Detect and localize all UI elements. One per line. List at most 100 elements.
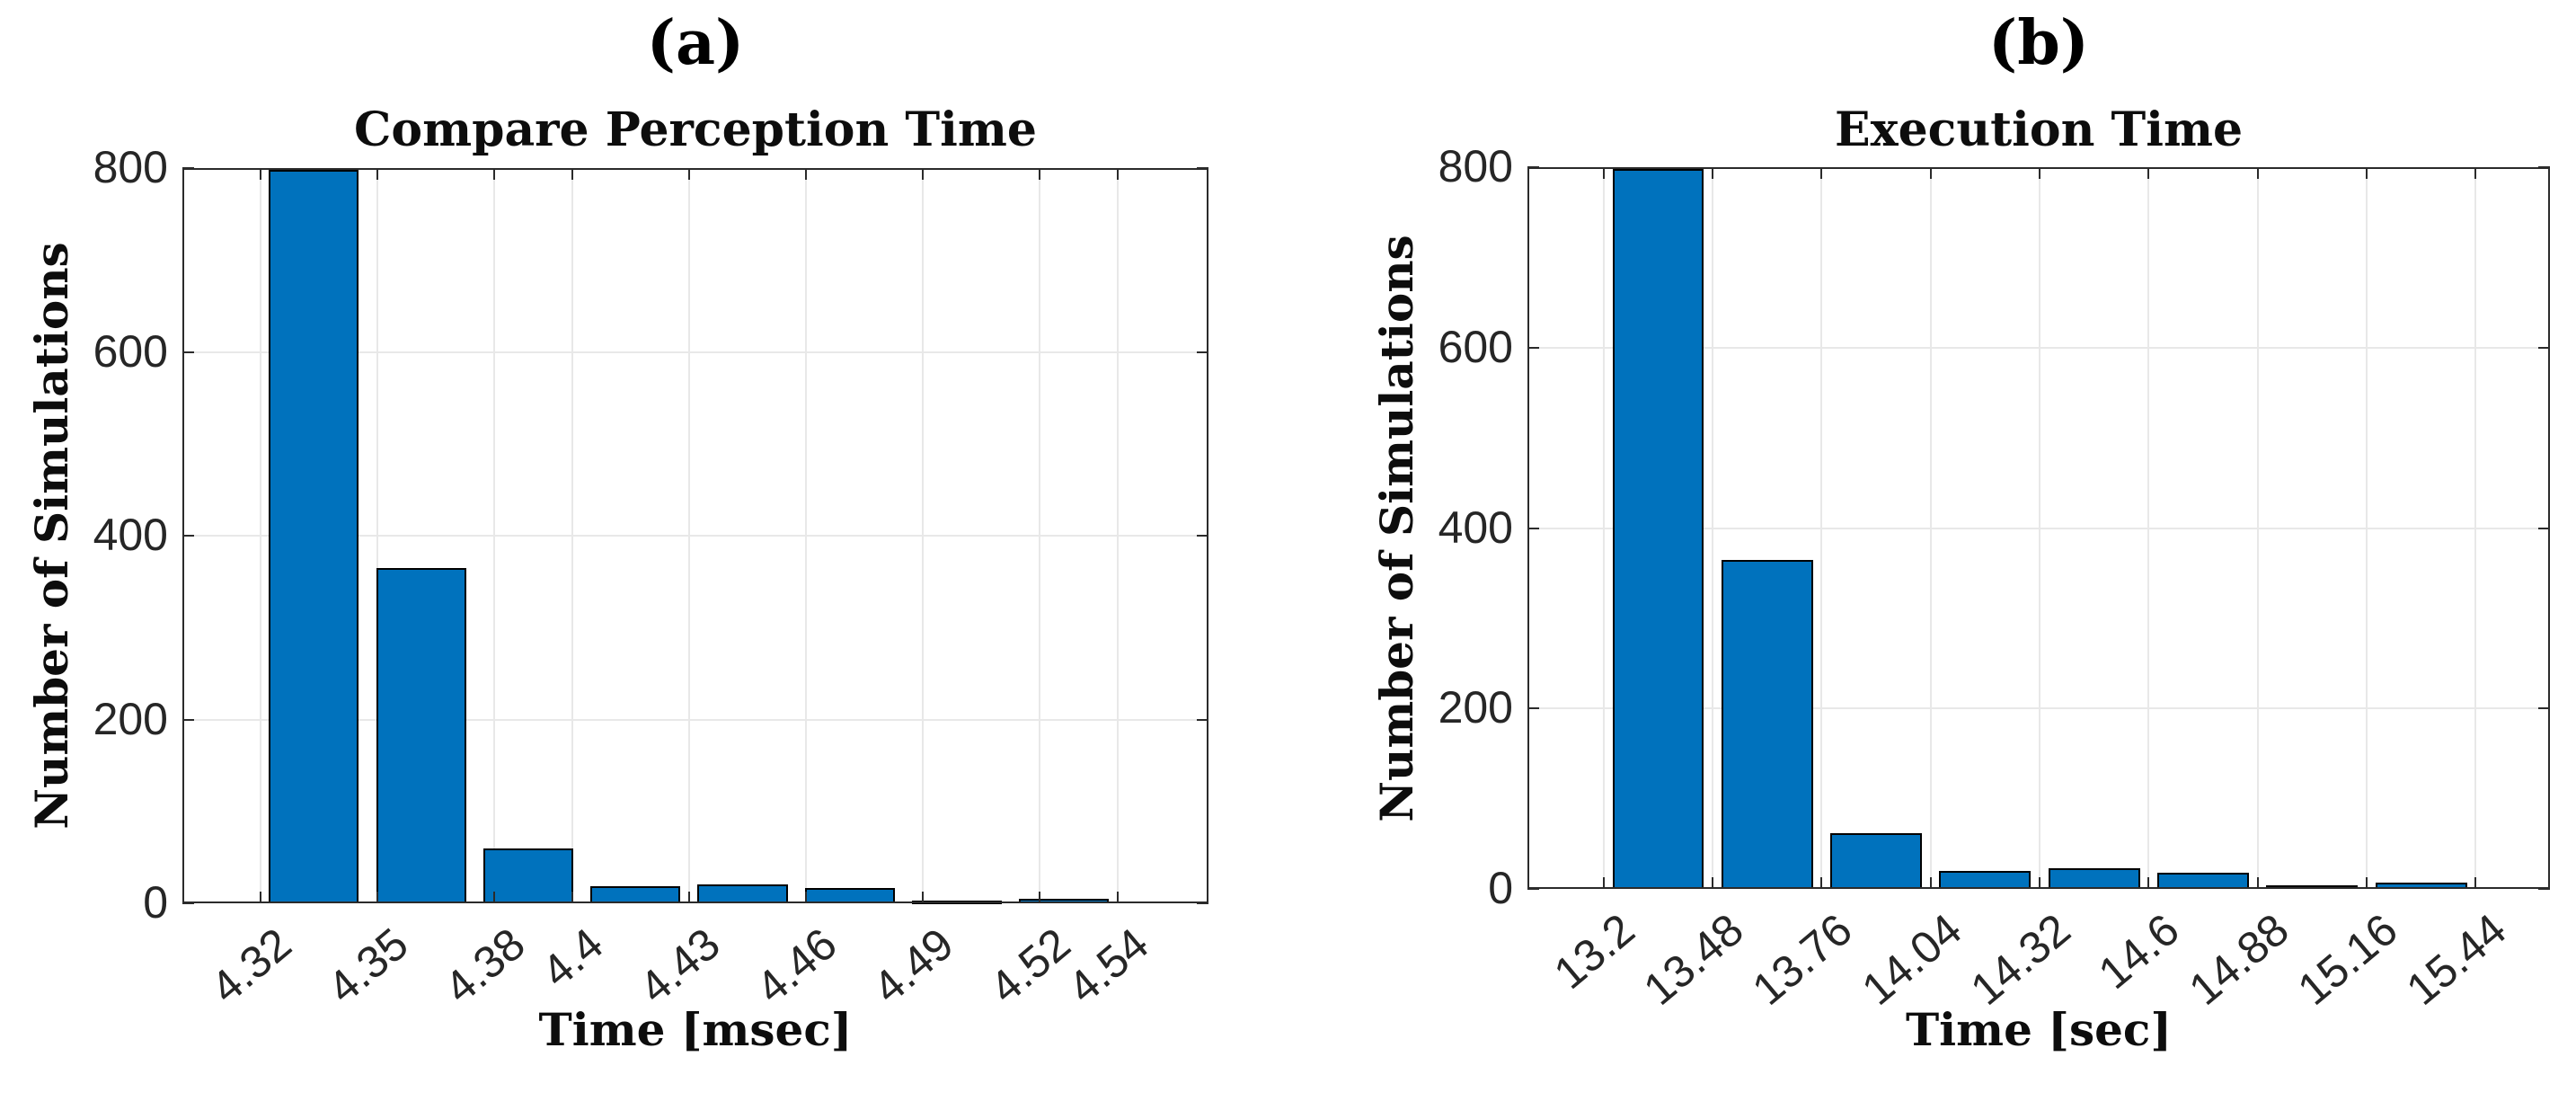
- x-gridline: [2365, 167, 2368, 889]
- x-tick-top: [492, 168, 495, 180]
- x-gridline: [1602, 167, 1605, 889]
- y-tick-label: 800: [93, 142, 168, 192]
- plot-area-b: 13.2 13.48 13.76 14.04 14.32 14.6 14.88 15.16 15…: [1288, 0, 2576, 1095]
- y-tick-right: [2538, 346, 2550, 349]
- x-tick: [2365, 877, 2368, 889]
- x-tick-top: [1820, 167, 1823, 179]
- y-tick: [1527, 707, 1539, 710]
- y-tick-label: 200: [1438, 682, 1513, 733]
- x-gridline: [2256, 167, 2259, 889]
- x-tick-top: [1039, 168, 1041, 180]
- axes-box: [182, 168, 1208, 903]
- histogram-bar: [1830, 832, 1923, 889]
- y-tick: [182, 718, 194, 721]
- x-tick-top: [2256, 167, 2259, 179]
- x-gridline: [687, 168, 690, 903]
- x-gridline: [2474, 167, 2477, 889]
- x-gridline: [1820, 167, 1823, 889]
- panel-label-b: (b): [1988, 7, 2089, 79]
- y-tick-right: [2538, 166, 2550, 168]
- x-gridline: [922, 168, 925, 903]
- x-tick-top: [2474, 167, 2477, 179]
- x-tick-top: [2147, 167, 2150, 179]
- y-tick-right: [1197, 167, 1208, 169]
- y-tick: [182, 902, 194, 904]
- x-tick-top: [2039, 167, 2041, 179]
- x-tick: [804, 892, 807, 903]
- x-tick: [571, 892, 573, 903]
- x-tick-top: [376, 168, 378, 180]
- y-tick-right: [1197, 535, 1208, 537]
- x-tick: [1602, 877, 1605, 889]
- y-tick-label: 600: [1438, 321, 1513, 372]
- x-tick: [2474, 877, 2477, 889]
- x-gridline: [2039, 167, 2041, 889]
- x-tick: [1712, 877, 1714, 889]
- x-gridline: [804, 168, 807, 903]
- y-tick-label: 0: [1488, 863, 1513, 913]
- y-tick-right: [1197, 718, 1208, 721]
- y-gridline: [182, 351, 1208, 353]
- y-tick-label: 600: [93, 325, 168, 377]
- y-tick-right: [2538, 888, 2550, 890]
- y-tick: [1527, 346, 1539, 349]
- x-gridline: [259, 168, 261, 903]
- chart-title-a: Compare Perception Time: [354, 102, 1037, 157]
- panel-a: (a) Compare Perception Time Number of Si…: [0, 0, 1288, 1095]
- x-tick-top: [1602, 167, 1605, 179]
- y-gridline: [1527, 346, 2550, 349]
- x-tick: [1039, 892, 1041, 903]
- x-gridline: [376, 168, 378, 903]
- y-gridline: [1527, 707, 2550, 710]
- y-tick-right: [2538, 707, 2550, 710]
- x-tick-top: [1116, 168, 1119, 180]
- x-tick-top: [571, 168, 573, 180]
- x-tick-top: [687, 168, 690, 180]
- x-tick: [376, 892, 378, 903]
- y-gridline: [182, 535, 1208, 537]
- y-tick-right: [2538, 527, 2550, 529]
- x-gridline: [1039, 168, 1041, 903]
- x-tick: [1116, 892, 1119, 903]
- axes-box: [1527, 167, 2550, 889]
- histogram-bar: [482, 848, 574, 903]
- y-tick-right: [1197, 902, 1208, 904]
- x-gridline: [492, 168, 495, 903]
- histogram-bar: [269, 170, 359, 903]
- x-axis-label-b: Time [sec]: [1905, 1003, 2173, 1056]
- x-tick-top: [259, 168, 261, 180]
- x-tick: [687, 892, 690, 903]
- histogram-bar: [1612, 169, 1704, 889]
- histogram-bar: [376, 567, 466, 903]
- y-tick-right: [1197, 351, 1208, 353]
- x-tick-top: [1929, 167, 1932, 179]
- panel-b: (b) Execution Time Number of Simulations…: [1288, 0, 2576, 1095]
- x-tick: [2039, 877, 2041, 889]
- y-tick-label: 200: [93, 693, 168, 744]
- x-tick: [492, 892, 495, 903]
- x-tick-top: [804, 168, 807, 180]
- x-tick-top: [2365, 167, 2368, 179]
- y-tick: [182, 351, 194, 353]
- y-tick-label: 800: [1438, 141, 1513, 191]
- x-tick: [259, 892, 261, 903]
- x-tick: [922, 892, 925, 903]
- x-gridline: [1712, 167, 1714, 889]
- y-tick-label: 400: [93, 510, 168, 560]
- x-gridline: [1929, 167, 1932, 889]
- x-tick-top: [1712, 167, 1714, 179]
- x-gridline: [2147, 167, 2150, 889]
- x-tick: [1929, 877, 1932, 889]
- figure: (a) Compare Perception Time Number of Si…: [0, 0, 2576, 1095]
- x-tick: [2147, 877, 2150, 889]
- x-tick-top: [922, 168, 925, 180]
- y-tick: [1527, 527, 1539, 529]
- x-tick: [1820, 877, 1823, 889]
- panel-label-a: (a): [646, 7, 745, 79]
- x-tick: [2256, 877, 2259, 889]
- y-tick: [1527, 888, 1539, 890]
- y-gridline: [1527, 527, 2550, 529]
- x-axis-label-a: Time [msec]: [538, 1003, 853, 1056]
- y-tick-label: 0: [143, 877, 168, 928]
- y-tick-label: 400: [1438, 502, 1513, 553]
